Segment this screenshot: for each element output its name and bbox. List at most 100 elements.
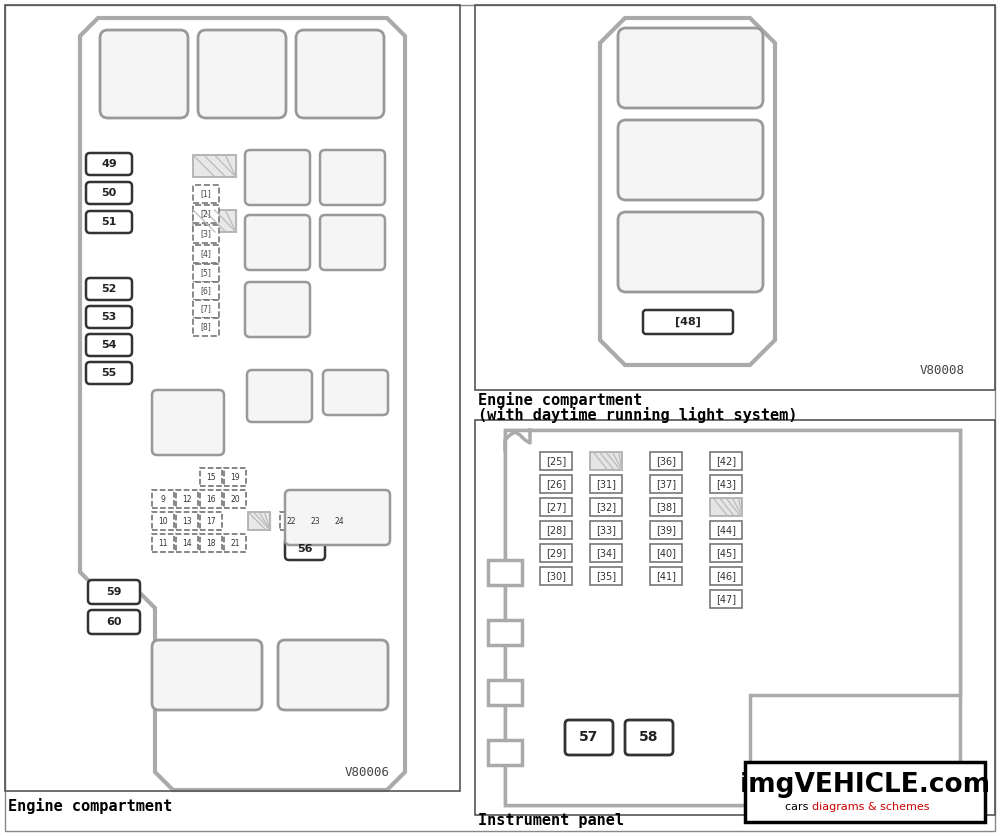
FancyBboxPatch shape [285, 538, 325, 560]
Text: 60: 60 [106, 617, 122, 627]
Text: 24: 24 [334, 517, 344, 526]
FancyBboxPatch shape [278, 640, 388, 710]
Text: 55: 55 [101, 368, 117, 378]
Bar [5, 5, 460, 791]
Bar [650, 452, 682, 470]
Bar [590, 521, 622, 539]
FancyBboxPatch shape [152, 640, 262, 710]
Bar [710, 521, 742, 539]
Text: 52: 52 [101, 284, 117, 294]
Text: 16: 16 [206, 495, 216, 503]
Text: [7]: [7] [201, 304, 211, 314]
Bar [224, 468, 246, 486]
FancyBboxPatch shape [320, 150, 385, 205]
Text: [27]: [27] [546, 502, 566, 512]
Bar [152, 512, 174, 530]
Bar [152, 490, 174, 508]
Text: imgVEHICLE.com: imgVEHICLE.com [739, 772, 991, 798]
Text: [3]: [3] [201, 230, 211, 238]
Bar [750, 430, 960, 695]
Text: [34]: [34] [596, 548, 616, 558]
Text: [38]: [38] [656, 502, 676, 512]
FancyBboxPatch shape [320, 215, 385, 270]
Text: 23: 23 [310, 517, 320, 526]
Bar [710, 475, 742, 493]
FancyBboxPatch shape [618, 212, 763, 292]
Text: [26]: [26] [546, 479, 566, 489]
Text: [25]: [25] [546, 456, 566, 466]
Text: [28]: [28] [546, 525, 566, 535]
Bar [540, 521, 572, 539]
Bar [193, 318, 219, 336]
Text: 56: 56 [297, 544, 313, 554]
Bar [590, 544, 622, 562]
Bar [540, 544, 572, 562]
Bar [488, 560, 522, 585]
Text: cars: cars [785, 802, 812, 812]
Bar [475, 420, 995, 815]
Bar [505, 430, 960, 805]
Text: 57: 57 [579, 730, 599, 744]
FancyBboxPatch shape [643, 310, 733, 334]
Text: [2]: [2] [201, 210, 211, 218]
FancyBboxPatch shape [245, 150, 310, 205]
FancyBboxPatch shape [618, 28, 763, 108]
Text: (with daytime running light system): (with daytime running light system) [478, 407, 797, 423]
Bar [540, 498, 572, 516]
Polygon shape [600, 18, 775, 365]
Text: 50: 50 [101, 188, 117, 198]
FancyBboxPatch shape [198, 30, 286, 118]
Text: 51: 51 [101, 217, 117, 227]
Text: 21: 21 [230, 538, 240, 548]
Bar [200, 512, 222, 530]
Text: 58: 58 [639, 730, 659, 744]
Bar [488, 620, 522, 645]
Bar [193, 282, 219, 300]
Bar [590, 475, 622, 493]
Text: [8]: [8] [201, 323, 211, 332]
Text: [42]: [42] [716, 456, 736, 466]
Bar [710, 544, 742, 562]
Bar [248, 512, 270, 530]
Bar [710, 567, 742, 585]
Bar [200, 468, 222, 486]
Bar [710, 590, 742, 608]
Bar [540, 452, 572, 470]
FancyBboxPatch shape [100, 30, 188, 118]
FancyBboxPatch shape [296, 30, 384, 118]
Bar [193, 210, 236, 232]
Text: [31]: [31] [596, 479, 616, 489]
Bar [475, 5, 995, 390]
Bar [590, 498, 622, 516]
Bar [488, 740, 522, 765]
FancyBboxPatch shape [245, 215, 310, 270]
Bar [176, 512, 198, 530]
Text: [44]: [44] [716, 525, 736, 535]
Text: [43]: [43] [716, 479, 736, 489]
Text: 18: 18 [206, 538, 216, 548]
Text: 59: 59 [106, 587, 122, 597]
Bar [193, 300, 219, 318]
Text: 17: 17 [206, 517, 216, 526]
FancyBboxPatch shape [86, 278, 132, 300]
FancyBboxPatch shape [88, 610, 140, 634]
Bar [193, 205, 219, 223]
Text: 19: 19 [230, 472, 240, 482]
Bar [650, 544, 682, 562]
Bar [590, 567, 622, 585]
Text: [48]: [48] [675, 317, 701, 327]
Text: [45]: [45] [716, 548, 736, 558]
FancyBboxPatch shape [565, 720, 613, 755]
FancyBboxPatch shape [152, 390, 224, 455]
Bar [224, 490, 246, 508]
Text: [1]: [1] [201, 190, 211, 198]
Text: 54: 54 [101, 340, 117, 350]
Text: Engine compartment: Engine compartment [8, 798, 172, 814]
FancyBboxPatch shape [625, 720, 673, 755]
FancyBboxPatch shape [323, 370, 388, 415]
Text: [29]: [29] [546, 548, 566, 558]
Bar [176, 490, 198, 508]
Text: 12: 12 [182, 495, 192, 503]
Bar [224, 534, 246, 552]
Bar [193, 185, 219, 203]
